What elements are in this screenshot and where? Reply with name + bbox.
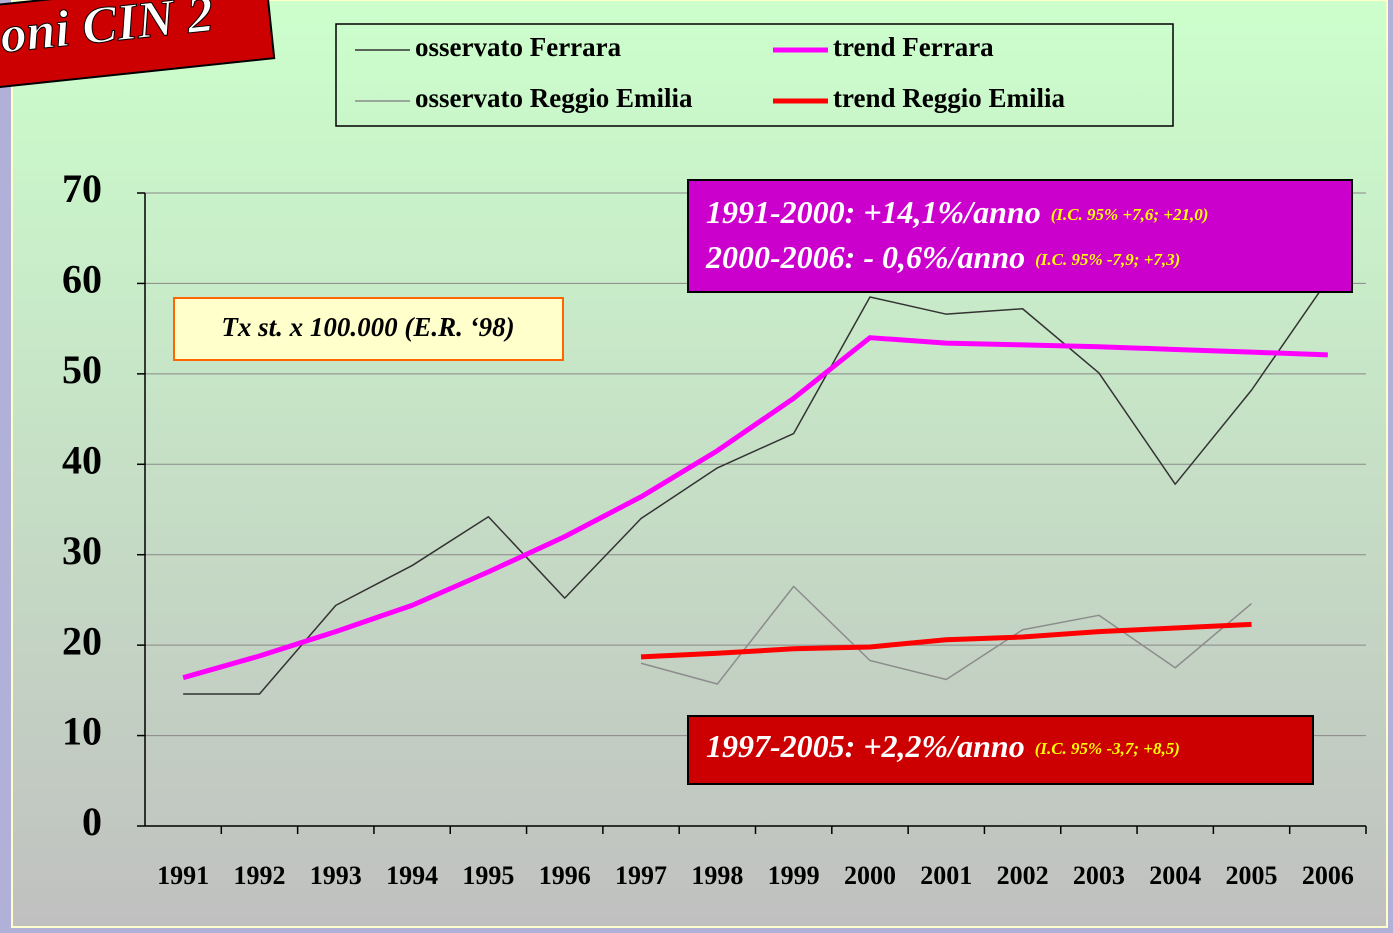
note-box: [173, 297, 564, 361]
y-tick-label: 0: [82, 799, 102, 844]
annotation-detail: (I.C. 95% +7,6; +21,0): [1051, 205, 1209, 224]
x-tick-label: 2005: [1226, 861, 1278, 890]
annotation-box: [687, 179, 1353, 293]
x-tick-label: 1999: [768, 861, 820, 890]
x-tick-label: 2006: [1302, 861, 1354, 890]
series-line: [640, 621, 1252, 660]
x-tick-label: 1998: [691, 861, 743, 890]
x-tick-label: 1997: [615, 861, 667, 890]
y-tick-label: 30: [62, 528, 102, 573]
annotation-detail: (I.C. 95% -7,9; +7,3): [1035, 250, 1180, 269]
annotation-box: [687, 715, 1314, 785]
annotation-text: 2000-2006: - 0,6%/anno: [705, 239, 1025, 275]
annotation-text: 1997-2005: +2,2%/anno: [706, 728, 1025, 764]
x-tick-label: 1991: [157, 861, 209, 890]
legend-box: [335, 23, 1174, 127]
x-tick-label: 1995: [462, 861, 514, 890]
title-group: oni CIN 2: [0, 0, 276, 90]
annotation: 2000-2006: - 0,6%/anno (I.C. 95% -7,9; +7…: [705, 239, 1180, 275]
x-tick-label: 2002: [997, 861, 1049, 890]
x-tick-label: 2000: [844, 861, 896, 890]
chart-title: oni CIN 2: [0, 0, 216, 64]
series-line: [182, 335, 1328, 681]
note: Tx st. x 100.000 (E.R. ‘98): [221, 312, 514, 342]
legend-label: trend Ferrara: [833, 32, 994, 62]
x-tick-label: 2003: [1073, 861, 1125, 890]
y-tick-label: 10: [62, 709, 102, 754]
annotation: 1991-2000: +14,1%/anno (I.C. 95% +7,6; +2…: [706, 194, 1208, 230]
annotation-text: 1991-2000: +14,1%/anno: [706, 194, 1041, 230]
y-tick-label: 50: [62, 347, 102, 392]
annotation: 1997-2005: +2,2%/anno (I.C. 95% -3,7; +8,…: [706, 728, 1180, 764]
series-line: [183, 279, 1329, 695]
x-tick-label: 1993: [310, 861, 362, 890]
annotation-detail: (I.C. 95% -3,7; +8,5): [1035, 739, 1180, 758]
x-tick-label: 1992: [233, 861, 285, 890]
x-tick-label: 2001: [920, 861, 972, 890]
legend-label: trend Reggio Emilia: [833, 83, 1065, 113]
x-tick-label: 1996: [539, 861, 591, 890]
y-tick-label: 40: [62, 437, 102, 482]
x-tick-label: 2004: [1149, 861, 1201, 890]
y-tick-label: 70: [62, 166, 102, 211]
title-box: [0, 0, 276, 90]
y-tick-label: 20: [62, 618, 102, 663]
x-tick-label: 1994: [386, 861, 438, 890]
legend-label: osservato Ferrara: [415, 32, 622, 62]
y-tick-label: 60: [62, 257, 102, 302]
legend-label: osservato Reggio Emilia: [415, 83, 693, 113]
